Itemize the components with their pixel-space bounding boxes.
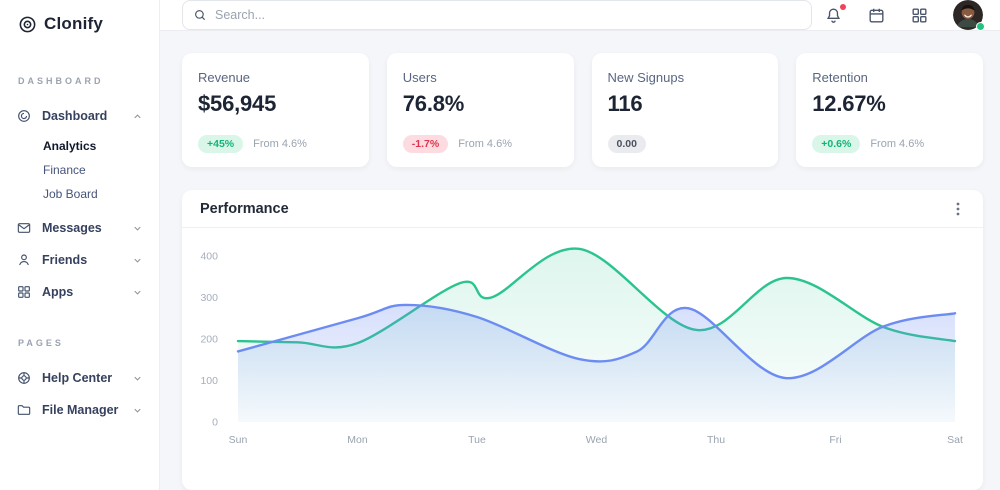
stat-value: 76.8%	[402, 91, 465, 116]
svg-text:Sun: Sun	[229, 434, 248, 446]
app-logo[interactable]: Clonify	[16, 14, 143, 34]
folder-icon	[17, 405, 31, 415]
sidebar-subitem-analytics[interactable]: Analytics	[43, 139, 97, 153]
svg-text:Wed: Wed	[586, 434, 608, 446]
trend-badge: -1.7%	[402, 134, 449, 153]
online-status-dot	[976, 22, 985, 31]
sidebar-item-dashboard[interactable]: Dashboard	[16, 100, 143, 132]
sidebar-item-file-manager[interactable]: File Manager	[16, 394, 143, 426]
user-icon	[19, 254, 29, 266]
chevron-down-icon	[134, 290, 141, 295]
sidebar-item-messages[interactable]: Messages	[16, 212, 143, 244]
chevron-down-icon	[134, 376, 141, 381]
topbar	[160, 0, 1000, 31]
chevron-down-icon	[134, 226, 141, 231]
content: Revenue $56,945 +45% From 4.6% Users 76.…	[160, 31, 1000, 490]
sidebar-item-label: Messages	[42, 221, 102, 235]
stat-card-new-signups: New Signups 116 0.00	[591, 53, 779, 167]
user-avatar[interactable]	[953, 0, 985, 31]
svg-text:400: 400	[200, 251, 218, 263]
avatar-image	[953, 0, 983, 30]
stat-title: Users	[402, 70, 437, 85]
chart-title: Performance	[200, 200, 289, 217]
topbar-actions	[824, 0, 985, 31]
calendar-icon	[869, 8, 884, 23]
svg-text:Fri: Fri	[829, 434, 841, 446]
sidebar-item-apps[interactable]: Apps	[16, 276, 143, 308]
search-icon	[195, 10, 206, 21]
performance-chart: 0 100 200 300 400 Sun Mon Tue Wed Thu Fri Sat	[200, 247, 963, 446]
nav-section-pages: PAGES	[18, 338, 64, 348]
stat-value: $56,945	[198, 91, 277, 116]
apps-grid-icon	[912, 7, 927, 23]
chart-header: Performance	[182, 190, 983, 228]
lifebuoy-icon	[18, 372, 30, 384]
stat-note: From 4.6%	[870, 137, 925, 150]
stat-note: From 4.6%	[253, 137, 307, 150]
nav-section-dashboard: DASHBOARD	[18, 76, 104, 86]
sidebar-item-label: File Manager	[42, 403, 119, 417]
dashboard-icon	[18, 110, 30, 122]
sidebar: Clonify DASHBOARD Dashboard Analytics Fi…	[0, 0, 160, 490]
sidebar-item-label: Help Center	[42, 371, 113, 385]
svg-text:Sat: Sat	[947, 434, 963, 446]
sidebar-item-label: Friends	[42, 253, 88, 267]
chevron-down-icon	[134, 258, 141, 263]
grid-icon	[18, 286, 30, 298]
sidebar-item-label: Dashboard	[42, 109, 108, 123]
trend-badge: 0.00	[607, 134, 646, 153]
kebab-icon	[956, 202, 960, 215]
performance-card: Performance 0 100 200 300 400 Sun Mon Tue Wed Thu…	[182, 190, 983, 490]
stat-value: 116	[607, 91, 643, 116]
stat-value: 12.67%	[812, 91, 886, 116]
svg-text:300: 300	[200, 292, 218, 304]
calendar-button[interactable]	[867, 6, 886, 25]
dashboard-submenu: Analytics Finance Job Board	[16, 132, 143, 212]
sidebar-subitem-finance[interactable]: Finance	[43, 163, 86, 177]
chevron-up-icon	[134, 113, 141, 118]
svg-text:100: 100	[200, 375, 218, 387]
logo-icon	[19, 16, 36, 32]
search-box	[182, 0, 812, 30]
chart-menu-button[interactable]	[947, 198, 969, 220]
svg-text:Tue: Tue	[468, 434, 486, 446]
notifications-button[interactable]	[824, 3, 846, 25]
trend-badge: +0.6%	[812, 134, 861, 153]
chart-body: 0 100 200 300 400 Sun Mon Tue Wed Thu Fri Sat	[182, 228, 983, 478]
svg-text:200: 200	[200, 334, 218, 346]
trend-badge: +45%	[198, 134, 244, 153]
search-input[interactable]	[215, 8, 801, 22]
stat-card-revenue: Revenue $56,945 +45% From 4.6%	[182, 53, 369, 167]
sidebar-item-friends[interactable]: Friends	[16, 244, 143, 276]
stat-title: Revenue	[198, 70, 251, 85]
sidebar-subitem-job-board[interactable]: Job Board	[43, 187, 98, 201]
svg-text:Thu: Thu	[707, 434, 725, 446]
stat-note: From 4.6%	[458, 137, 512, 150]
stat-title: New Signups	[607, 70, 685, 85]
stat-card-users: Users 76.8% -1.7% From 4.6%	[386, 53, 574, 167]
stat-card-retention: Retention 12.67% +0.6% From 4.6%	[796, 53, 983, 167]
sidebar-item-help-center[interactable]: Help Center	[16, 362, 143, 394]
app-title: Clonify	[44, 14, 104, 33]
notification-dot	[840, 3, 846, 10]
sidebar-item-label: Apps	[42, 285, 74, 299]
mail-icon	[17, 223, 31, 233]
svg-text:Mon: Mon	[347, 434, 368, 446]
bell-icon	[826, 7, 841, 23]
svg-text:0: 0	[212, 417, 218, 429]
main-area: Revenue $56,945 +45% From 4.6% Users 76.…	[160, 0, 1000, 490]
stat-title: Retention	[812, 70, 868, 85]
chevron-down-icon	[134, 408, 141, 413]
apps-launcher-button[interactable]	[910, 6, 929, 25]
stats-row: Revenue $56,945 +45% From 4.6% Users 76.…	[182, 53, 983, 167]
